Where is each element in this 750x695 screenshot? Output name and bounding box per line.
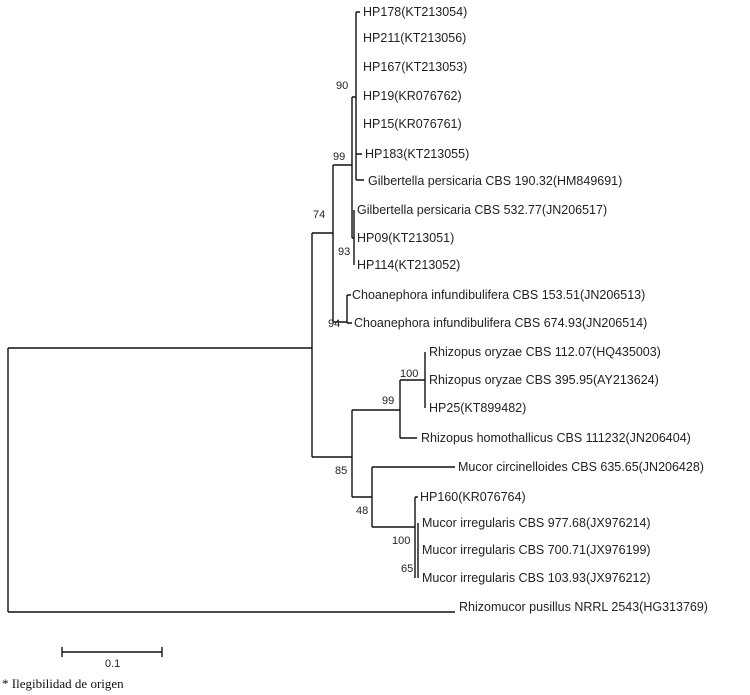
taxon-label: Gilbertella persicaria CBS 532.77(JN2065… [357, 203, 607, 217]
taxon-label: Rhizomucor pusillus NRRL 2543(HG313769) [459, 600, 708, 614]
bootstrap-value: 94 [328, 318, 340, 330]
branch-node-100b [372, 496, 418, 578]
taxon-label: HP25(KT899482) [429, 401, 526, 415]
branch-root [7, 347, 455, 613]
taxon-label: Rhizopus homothallicus CBS 111232(JN2064… [421, 431, 691, 445]
branch-node-99b [352, 380, 417, 439]
scale-bar-label: 0.1 [105, 658, 120, 670]
bootstrap-value: 99 [333, 151, 345, 163]
taxon-label: HP114(KT213052) [357, 258, 460, 272]
bootstrap-value: 100 [392, 535, 410, 547]
branch-node-48 [352, 466, 455, 527]
branch-node-100a [400, 352, 426, 408]
taxon-label: HP178(KT213054) [363, 5, 467, 19]
bootstrap-values: 90 99 74 93 94 100 99 85 48 100 65 [313, 80, 418, 575]
bootstrap-value: 93 [338, 246, 350, 258]
footnote: * Ilegibilidad de origen [2, 676, 124, 691]
scale-bar: 0.1 [61, 647, 163, 670]
taxon-label: Rhizopus oryzae CBS 395.95(AY213624) [429, 373, 659, 387]
taxon-label: HP09(KT213051) [357, 231, 454, 245]
branch-node-74 [311, 232, 333, 457]
taxon-label: Gilbertella persicaria CBS 190.32(HM8496… [368, 174, 622, 188]
scale-bar-line [61, 647, 163, 657]
branch-node-93 [352, 210, 355, 265]
taxon-label: HP211(KT213056) [363, 31, 466, 45]
taxon-label: HP183(KT213055) [365, 147, 469, 161]
branch-node-85 [312, 410, 353, 497]
bootstrap-value: 99 [382, 395, 394, 407]
taxon-label: Choanephora infundibulifera CBS 153.51(J… [352, 288, 645, 302]
bootstrap-value: 65 [401, 563, 413, 575]
taxon-label: HP15(KR076761) [363, 117, 462, 131]
taxon-label: HP19(KR076762) [363, 89, 462, 103]
bootstrap-value: 85 [335, 465, 347, 477]
branch-node-90 [355, 11, 364, 181]
taxon-label: Mucor irregularis CBS 977.68(JX976214) [422, 516, 651, 530]
taxon-label: Mucor circinelloides CBS 635.65(JN206428… [458, 460, 704, 474]
bootstrap-value: 100 [400, 368, 418, 380]
taxon-label: Rhizopus oryzae CBS 112.07(HQ435003) [429, 345, 661, 359]
branches [7, 11, 455, 613]
branch-node-99a [332, 164, 352, 323]
taxon-label: Choanephora infundibulifera CBS 674.93(J… [354, 316, 647, 330]
branch-node-94 [346, 294, 352, 324]
bootstrap-value: 48 [356, 505, 368, 517]
taxon-labels: HP178(KT213054) HP211(KT213056) HP167(KT… [352, 5, 708, 614]
bootstrap-value: 74 [313, 209, 325, 221]
taxon-label: Mucor irregularis CBS 700.71(JX976199) [422, 543, 651, 557]
taxon-label: HP167(KT213053) [363, 60, 467, 74]
taxon-label: HP160(KR076764) [420, 490, 526, 504]
taxon-label: Mucor irregularis CBS 103.93(JX976212) [422, 571, 651, 585]
bootstrap-value: 90 [336, 80, 348, 92]
